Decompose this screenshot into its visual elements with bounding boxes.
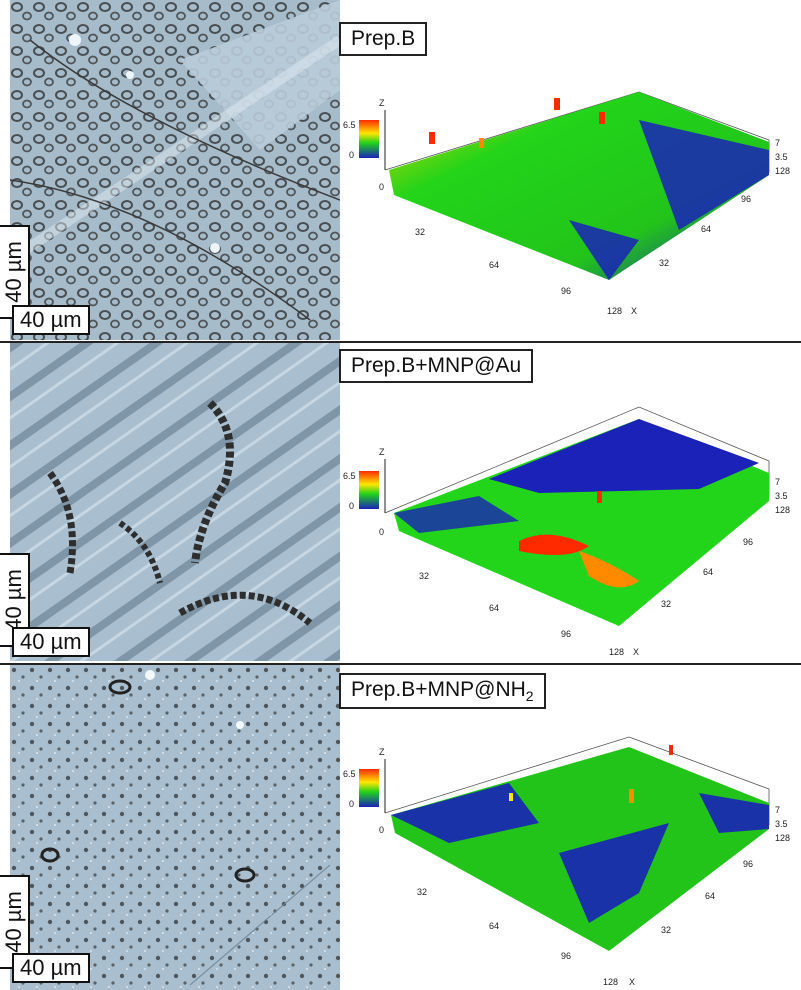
surface-plot-3d: 6.5 0 0 Z 32 64 96 128 32 64 96 7 3.5 12…	[343, 736, 790, 987]
sample-label: Prep.B	[339, 22, 428, 56]
sample-label-main: Prep.B+MNP@NH	[351, 678, 526, 701]
colorbar-max: 6.5	[343, 120, 356, 130]
panel-prep-b: 40 µm 40 µm Prep.B 6.5 0 0 Z 32 64 96	[0, 0, 801, 342]
scale-bar-horizontal: 40 µm	[12, 627, 90, 657]
z-axis-label: Z	[379, 447, 385, 457]
colorbar	[359, 471, 379, 509]
divider	[0, 663, 801, 665]
surface-plot-3d: 6.5 0 0 Z 32 64 96 128 32 64 96 7 3.5 12…	[343, 406, 790, 657]
x-axis-label: X	[629, 977, 635, 987]
right-tick-3-5: 3.5	[775, 152, 788, 162]
colorbar	[359, 120, 379, 158]
micrograph-prep-b-mnp-nh2	[10, 665, 340, 990]
x-tick-32: 32	[417, 887, 427, 897]
scale-vertical-text: 40 µm	[1, 891, 26, 953]
x-tick-96: 96	[561, 951, 571, 961]
scale-bar-horizontal: 40 µm	[12, 305, 90, 335]
x-tick-64: 64	[489, 603, 499, 613]
y-tick-64: 64	[701, 224, 711, 234]
y-tick-32: 32	[661, 599, 671, 609]
z-axis-zero: 0	[379, 825, 384, 835]
y-tick-64: 64	[705, 891, 715, 901]
right-tick-128: 128	[775, 505, 790, 515]
right-tick-3-5: 3.5	[775, 491, 788, 501]
z-axis-label: Z	[379, 98, 385, 108]
scale-vertical-text: 40 µm	[1, 241, 26, 303]
x-tick-64: 64	[489, 921, 499, 931]
right-tick-128: 128	[775, 166, 790, 176]
z-axis-zero: 0	[379, 527, 384, 537]
right-tick-7: 7	[775, 477, 780, 487]
micrograph-prep-b-mnp-au	[10, 343, 340, 661]
x-tick-32: 32	[415, 227, 425, 237]
x-tick-96: 96	[561, 286, 571, 296]
colorbar-max: 6.5	[343, 471, 356, 481]
micrograph-prep-b	[10, 0, 340, 340]
colorbar	[359, 769, 379, 807]
z-axis-zero: 0	[379, 182, 384, 192]
divider	[0, 341, 801, 343]
colorbar-min: 0	[349, 501, 354, 511]
x-tick-128: 128	[609, 647, 624, 657]
x-axis-label: X	[631, 306, 637, 316]
z-axis-label: Z	[379, 747, 385, 757]
panel-prep-b-mnp-nh2: 40 µm 40 µm Prep.B+MNP@NH2 6.5 0 0 Z 32 …	[0, 665, 801, 990]
x-tick-32: 32	[419, 571, 429, 581]
colorbar-max: 6.5	[343, 769, 356, 779]
x-tick-128: 128	[603, 977, 618, 987]
x-tick-128: 128	[607, 306, 622, 316]
x-tick-64: 64	[489, 260, 499, 270]
scale-bar-horizontal: 40 µm	[12, 953, 90, 983]
y-tick-32: 32	[661, 925, 671, 935]
sample-label: Prep.B+MNP@Au	[339, 349, 534, 383]
y-tick-32: 32	[659, 258, 669, 268]
right-tick-7: 7	[775, 805, 780, 815]
x-axis-label: X	[633, 647, 639, 657]
surface-plot-3d: 6.5 0 0 Z 32 64 96 128 32 64 96 7 3.5 12…	[343, 91, 790, 316]
right-tick-3-5: 3.5	[775, 819, 788, 829]
panel-prep-b-mnp-au: 40 µm 40 µm Prep.B+MNP@Au 6.5 0 0 Z 32 6…	[0, 343, 801, 663]
scale-vertical-text: 40 µm	[1, 569, 26, 631]
sample-label: Prep.B+MNP@NH2	[339, 673, 546, 710]
y-tick-96: 96	[743, 859, 753, 869]
right-tick-128: 128	[775, 833, 790, 843]
y-tick-96: 96	[741, 194, 751, 204]
sample-label-subscript: 2	[525, 688, 534, 705]
right-tick-7: 7	[775, 138, 780, 148]
micrograph-texture	[10, 665, 340, 990]
micrograph-texture	[10, 343, 340, 661]
micrograph-texture	[10, 0, 340, 340]
x-tick-96: 96	[561, 629, 571, 639]
colorbar-min: 0	[349, 150, 354, 160]
colorbar-min: 0	[349, 799, 354, 809]
y-tick-64: 64	[703, 567, 713, 577]
y-tick-96: 96	[743, 537, 753, 547]
